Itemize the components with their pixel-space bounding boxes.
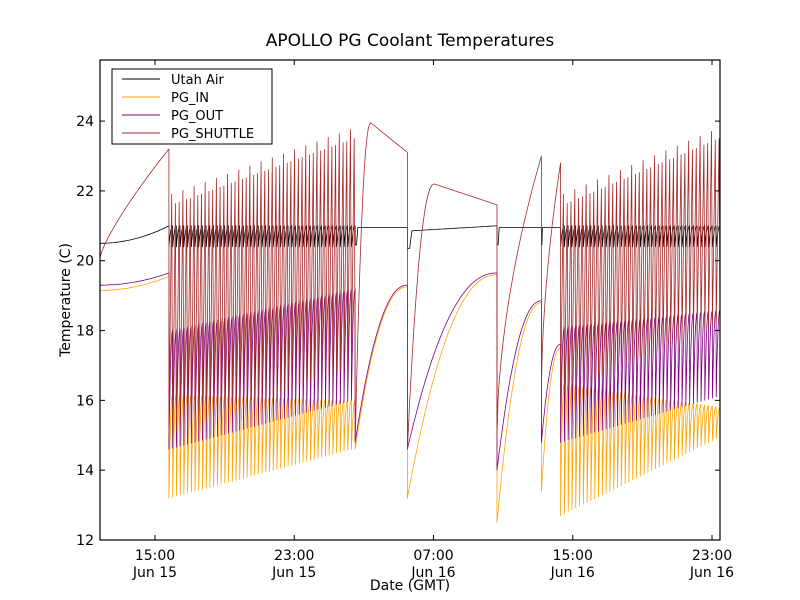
y-tick-label: 22 bbox=[76, 184, 94, 200]
x-axis-label: Date (GMT) bbox=[370, 578, 450, 594]
y-tick-label: 14 bbox=[76, 463, 94, 479]
y-tick-label: 24 bbox=[76, 114, 94, 130]
y-tick-label: 18 bbox=[76, 324, 94, 340]
x-tick-label-date: Jun 16 bbox=[410, 565, 455, 581]
legend-label: PG_OUT bbox=[171, 109, 223, 124]
y-axis-label: Temperature (C) bbox=[58, 243, 74, 358]
x-tick-label-date: Jun 16 bbox=[689, 565, 734, 581]
plot-frame bbox=[99, 59, 721, 541]
x-tick-label-date: Jun 15 bbox=[132, 565, 177, 581]
x-tick-label-date: Jun 16 bbox=[550, 565, 595, 581]
series-line-pg-in bbox=[100, 274, 720, 523]
legend-label: Utah Air bbox=[171, 73, 224, 88]
series-line-pg-out bbox=[100, 272, 720, 471]
x-tick-label-time: 15:00 bbox=[135, 548, 175, 564]
y-tick-label: 12 bbox=[76, 533, 94, 549]
x-tick-label-time: 07:00 bbox=[413, 548, 453, 564]
y-tick-label: 16 bbox=[76, 393, 94, 409]
series-line-pg-shuttle bbox=[100, 122, 720, 450]
chart-title: APOLLO PG Coolant Temperatures bbox=[266, 31, 555, 51]
x-tick-label-date: Jun 15 bbox=[271, 565, 316, 581]
x-tick-label-time: 23:00 bbox=[274, 548, 314, 564]
series-layer bbox=[100, 122, 720, 523]
y-tick-label: 20 bbox=[76, 254, 94, 270]
y-axis: 12 14 16 18 20 22 24 bbox=[76, 114, 720, 549]
legend-box bbox=[111, 68, 273, 145]
legend-label: PG_IN bbox=[171, 91, 209, 106]
legend: Utah Air PG_IN PG_OUT PG_SHUTTLE bbox=[111, 68, 273, 145]
x-tick-label-time: 23:00 bbox=[692, 548, 732, 564]
x-tick-label-time: 15:00 bbox=[553, 548, 593, 564]
legend-label: PG_SHUTTLE bbox=[171, 127, 254, 142]
